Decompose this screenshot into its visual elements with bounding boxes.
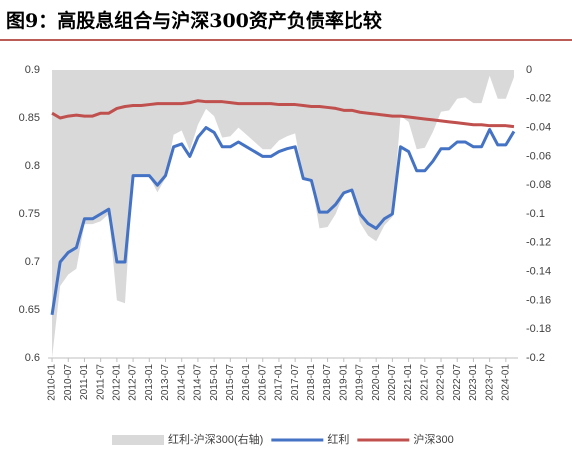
x-tick-label: 2017-01: [274, 364, 285, 401]
x-tick-label: 2011-01: [79, 364, 90, 400]
y-tick-label: 0.6: [25, 352, 40, 364]
x-tick-label: 2013-01: [144, 364, 155, 401]
x-tick-label: 2010-07: [63, 364, 74, 401]
x-tick-label: 2011-07: [95, 364, 106, 400]
x-tick-label: 2016-07: [257, 364, 268, 401]
y2-tick-label: -0.12: [526, 237, 551, 249]
x-tick-label: 2021-07: [419, 364, 430, 401]
x-tick-label: 2013-07: [160, 364, 171, 401]
y-tick-label: 0.8: [25, 160, 40, 172]
x-tick-label: 2018-01: [306, 364, 317, 401]
x-tick-label: 2015-01: [209, 364, 220, 401]
line: [50, 126, 516, 316]
legend-swatch: [112, 435, 164, 445]
x-tick-label: 2019-07: [355, 364, 366, 401]
line: [51, 99, 515, 129]
x-tick-label: 2014-07: [193, 364, 204, 401]
x-tick-label: 2021-01: [403, 364, 414, 401]
y-tick-label: 0.65: [19, 304, 40, 316]
y2-tick-label: -0.18: [526, 323, 551, 335]
y2-tick-label: -0.14: [526, 266, 551, 278]
x-tick-label: 2023-07: [484, 364, 495, 401]
y-tick-label: 0.7: [25, 256, 40, 268]
x-tick-label: 2022-01: [436, 364, 447, 401]
x-tick-label: 2022-07: [452, 364, 463, 401]
legend-label: 红利: [327, 433, 349, 446]
x-tick-label: 2015-07: [225, 364, 236, 401]
y2-tick-label: -0.04: [526, 122, 551, 134]
x-tick-label: 2024-01: [500, 364, 511, 401]
y2-tick-label: -0.02: [526, 93, 551, 105]
x-tick-label: 2019-01: [338, 364, 349, 401]
x-tick-label: 2012-01: [112, 364, 123, 401]
chart-title: 图9：高股息组合与沪深300资产负债率比较: [6, 9, 382, 32]
legend-label: 沪深300: [413, 432, 453, 446]
y2-tick-label: -0.2: [526, 352, 545, 364]
y2-tick-label: -0.16: [526, 294, 551, 306]
y2-tick-label: -0.1: [526, 208, 545, 220]
y-tick-label: 0.85: [19, 112, 40, 124]
x-tick-label: 2012-07: [128, 364, 139, 401]
y2-tick-label: -0.08: [526, 179, 551, 191]
x-tick-label: 2014-01: [176, 364, 187, 401]
x-tick-label: 2017-07: [290, 364, 301, 401]
x-tick-label: 2020-01: [371, 364, 382, 401]
y-tick-label: 0.9: [25, 64, 40, 76]
x-tick-label: 2023-01: [468, 364, 479, 401]
legend-label: 红利-沪深300(右轴): [168, 432, 263, 446]
y-tick-label: 0.75: [19, 208, 40, 220]
y2-tick-label: -0.06: [526, 150, 551, 162]
x-tick-label: 2018-07: [322, 364, 333, 401]
x-tick-label: 2010-01: [47, 364, 58, 401]
y2-tick-label: 0: [526, 64, 532, 76]
area: [52, 70, 514, 358]
x-tick-label: 2020-07: [387, 364, 398, 401]
x-tick-label: 2016-01: [241, 364, 252, 401]
